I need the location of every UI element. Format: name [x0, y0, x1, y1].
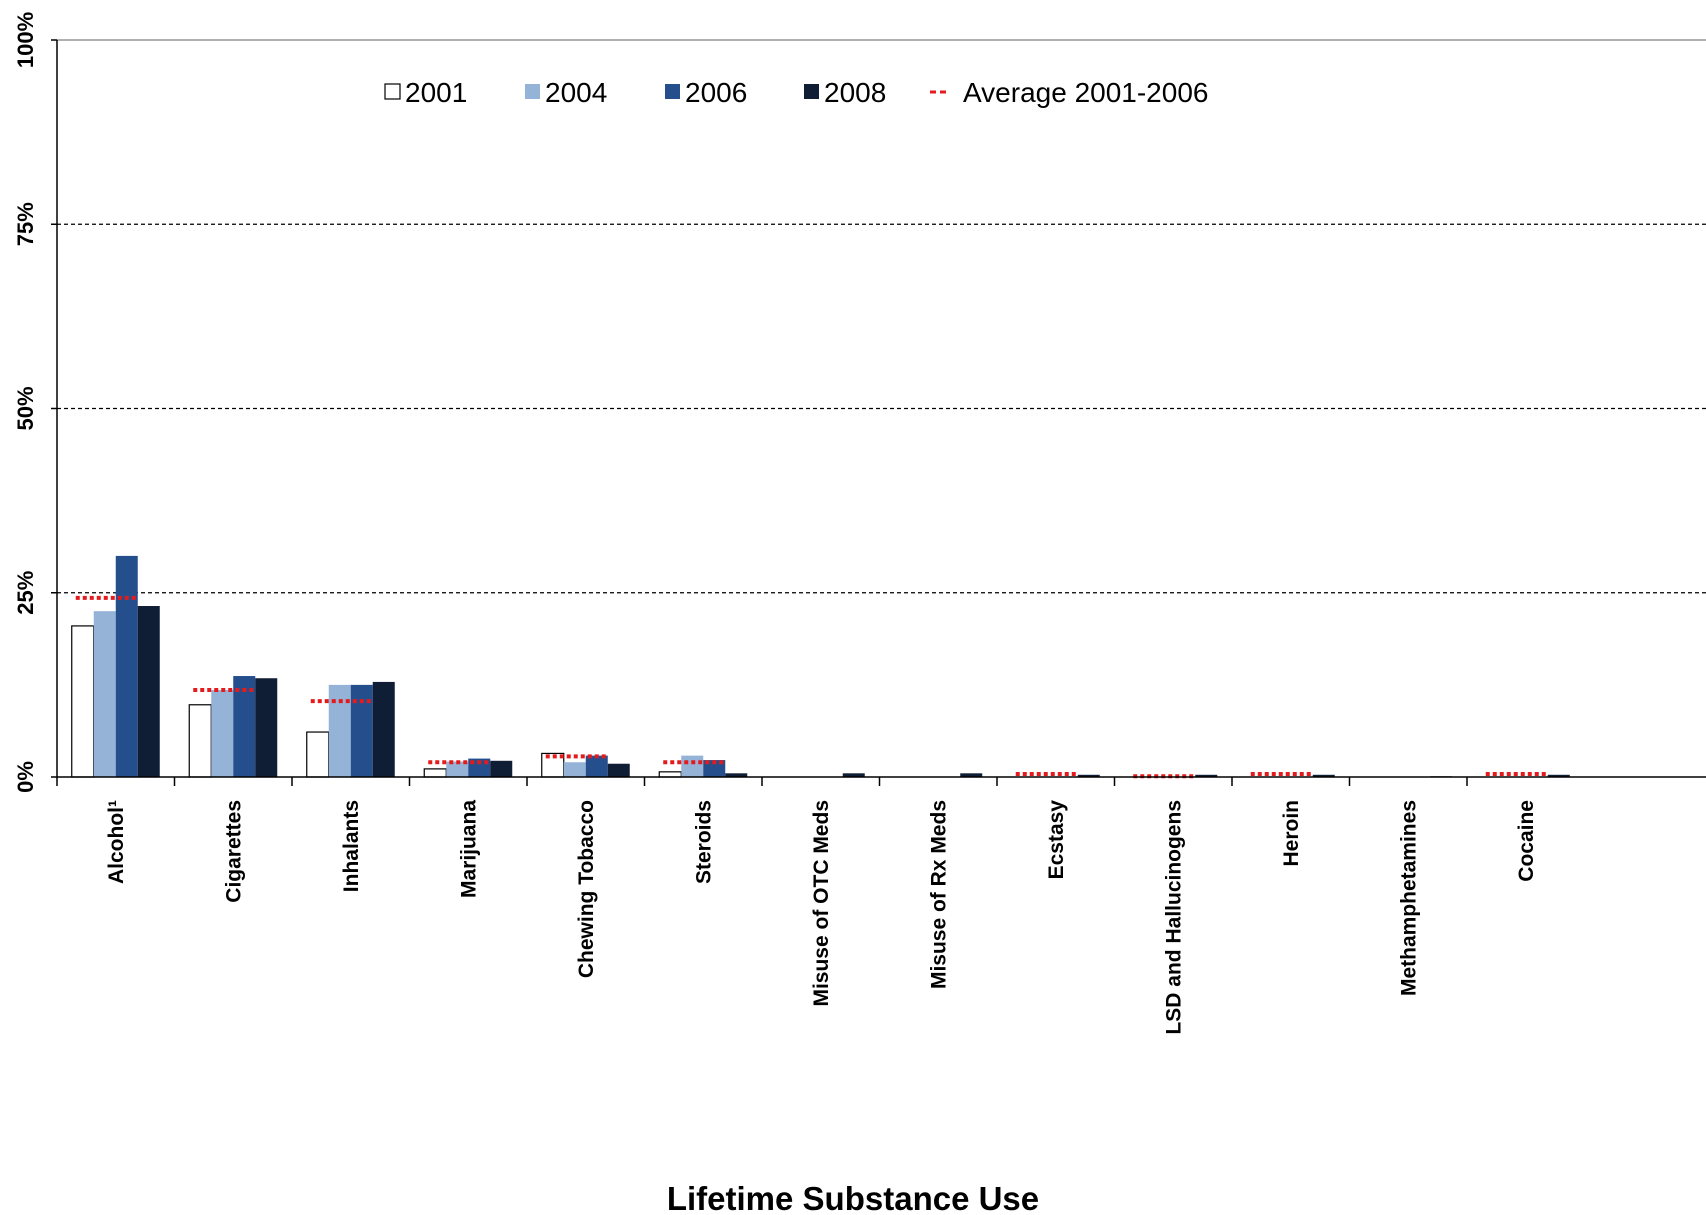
bar-2006	[233, 676, 256, 777]
bar-2004	[563, 762, 586, 777]
x-tick-label: Heroin	[1280, 800, 1303, 867]
legend: 2001 2004 2006 2008 Average 2001-2006	[384, 77, 1208, 108]
y-tick-label: 100%	[13, 12, 38, 68]
legend-swatch	[525, 84, 540, 99]
bar-2001	[658, 771, 682, 778]
bar-2004	[93, 611, 116, 777]
x-tick-label: Misuse of Rx Meds	[927, 800, 950, 989]
bar-2008	[1312, 774, 1335, 777]
x-tick-label: Cocaine	[1515, 800, 1538, 882]
bar-2006	[115, 555, 138, 777]
legend-swatch	[384, 83, 401, 100]
legend-swatch	[804, 84, 819, 99]
bar-2004	[446, 761, 469, 777]
legend-label: 2001	[405, 77, 467, 108]
legend-label: 2008	[824, 77, 886, 108]
x-axis-title: Lifetime Substance Use	[667, 1180, 1039, 1215]
y-tick-label: 75%	[13, 202, 38, 246]
bar-2008	[1547, 774, 1570, 777]
bar-2008	[842, 773, 865, 777]
bar-2008	[607, 763, 630, 777]
bar-2001	[71, 625, 95, 778]
bar-2006	[703, 760, 726, 777]
bar-2006	[585, 755, 608, 777]
legend-label: 2006	[685, 77, 747, 108]
x-tick-label: Ecstasy	[1045, 800, 1068, 880]
bar-2008	[255, 678, 278, 777]
bar-2008	[137, 606, 160, 777]
x-tick-label: Alcohol¹	[105, 800, 128, 884]
bar-2001	[306, 731, 330, 778]
axes	[51, 39, 1706, 786]
bar-2008	[490, 760, 513, 777]
bar-2008	[372, 681, 395, 777]
bars	[71, 555, 1570, 778]
y-tick-label: 25%	[13, 571, 38, 615]
x-tick-label: Misuse of OTC Meds	[810, 800, 833, 1007]
bar-2001	[423, 768, 447, 778]
bar-2008	[725, 773, 748, 777]
bar-2008	[1077, 774, 1100, 777]
bar-2004	[681, 755, 704, 777]
bar-2008	[960, 773, 983, 777]
bar-2004	[211, 690, 234, 777]
y-tick-label: 0%	[13, 761, 38, 793]
x-tick-label: Chewing Tobacco	[575, 800, 598, 978]
bar-2001	[188, 704, 212, 778]
legend-swatch	[665, 84, 680, 99]
bar-2006	[350, 684, 373, 777]
x-tick-label: Cigarettes	[222, 800, 245, 903]
x-tick-labels: Alcohol¹ Cigarettes Inhalants Marijuana Chew…	[105, 800, 1538, 1035]
x-tick-label: LSD and Hallucinogens	[1162, 800, 1185, 1035]
gridlines	[57, 39, 1706, 594]
x-tick-label: Inhalants	[340, 800, 363, 892]
x-tick-label: Methamphetamines	[1397, 800, 1420, 996]
y-tick-label: 50%	[13, 386, 38, 430]
x-tick-label: Marijuana	[457, 800, 480, 898]
bar-2004	[328, 684, 351, 777]
bar-2008	[1195, 774, 1218, 777]
y-tick-labels: 0% 25% 50% 75% 100%	[13, 12, 38, 793]
legend-label: 2004	[545, 77, 607, 108]
average-lines	[75, 595, 1546, 779]
legend-label: Average 2001-2006	[963, 77, 1208, 108]
x-tick-label: Steroids	[692, 800, 715, 884]
